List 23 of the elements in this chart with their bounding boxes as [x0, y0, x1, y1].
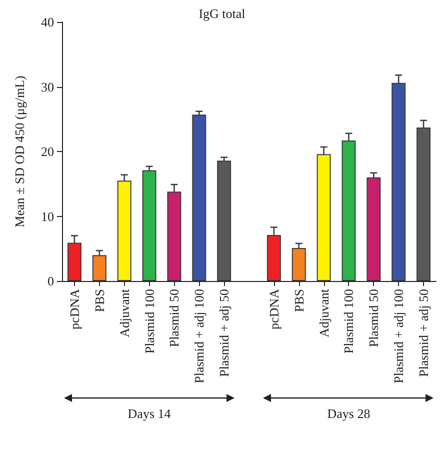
x-tick-label: pcDNA [66, 288, 82, 330]
x-tick-label: Adjuvant [316, 288, 332, 338]
x-tick-label: Plasmid + adj 50 [216, 289, 232, 377]
y-tick-label: 40 [41, 14, 54, 30]
y-axis-title: Mean ± SD OD 450 (μg/mL) [12, 76, 27, 228]
text: Days 28 [326, 406, 372, 422]
x-tick-label: Plasmid + adj 100 [192, 289, 207, 384]
x-tick-label: Adjuvant [116, 288, 132, 338]
x-tick-label: Plasmid 100 [341, 289, 356, 354]
x-tick-label: PBS [291, 289, 306, 312]
chart-title: IgG total [198, 6, 246, 21]
x-tick-label: pcDNA [266, 288, 282, 330]
x-tick-label: Plasmid + adj 50 [416, 289, 432, 377]
y-tick-label: 0 [48, 274, 54, 288]
y-tick-label: 30 [41, 79, 54, 94]
y-tick-label: 20 [41, 144, 54, 159]
y-tick-label: 10 [41, 208, 54, 224]
x-tick-label: Plasmid 100 [142, 289, 157, 354]
x-tick-label: Plasmid + adj 100 [391, 289, 406, 384]
x-tick-label: Plasmid 50 [366, 289, 382, 348]
x-tick-label: Plasmid 50 [166, 289, 182, 348]
text: Days 14 [126, 406, 172, 422]
x-tick-label: PBS [92, 289, 107, 312]
